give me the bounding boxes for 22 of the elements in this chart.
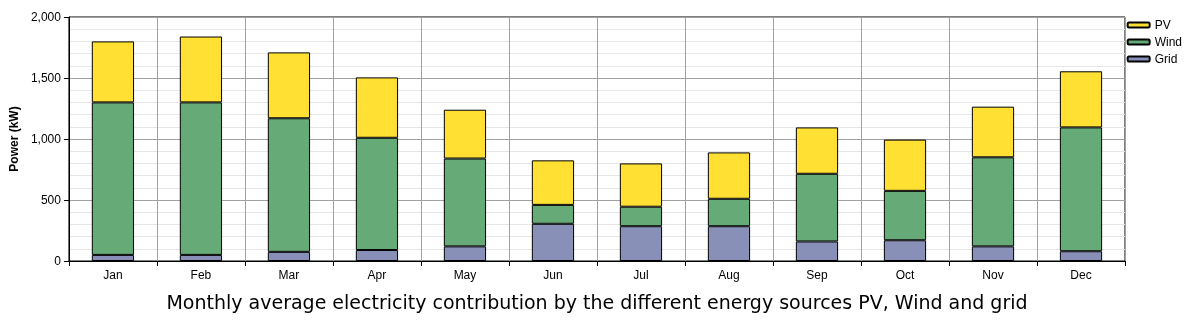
y-tick-label: 1,500: [30, 71, 62, 85]
x-tick-label: Jan: [103, 268, 123, 282]
text: Monthly average electricity contribution by the different energy sources PV, Wind and grid: [166, 290, 1028, 313]
legend-label: Grid: [1154, 52, 1178, 66]
x-tick-label: Apr: [367, 268, 387, 282]
y-tick-label: 1,000: [30, 132, 62, 146]
legend-label: Wind: [1154, 35, 1182, 49]
x-tick-label: Jun: [543, 268, 563, 282]
x-tick-label: Sep: [806, 268, 828, 282]
x-tick-label: Mar: [278, 268, 300, 282]
y-tick-label: 0: [54, 254, 62, 268]
y-tick-label: 2,000: [30, 10, 62, 24]
x-tick-label: Jul: [633, 268, 649, 282]
y-axis-title: Power (kW): [7, 106, 21, 172]
y-tick-label: 500: [40, 193, 62, 207]
legend-label: PV: [1154, 18, 1171, 32]
x-tick-label: Oct: [895, 268, 915, 282]
x-tick-label: Nov: [982, 268, 1004, 282]
x-tick-label: Dec: [1070, 268, 1092, 282]
x-tick-label: Aug: [718, 268, 740, 282]
x-tick-label: Feb: [190, 268, 212, 282]
x-tick-label: May: [453, 268, 477, 282]
